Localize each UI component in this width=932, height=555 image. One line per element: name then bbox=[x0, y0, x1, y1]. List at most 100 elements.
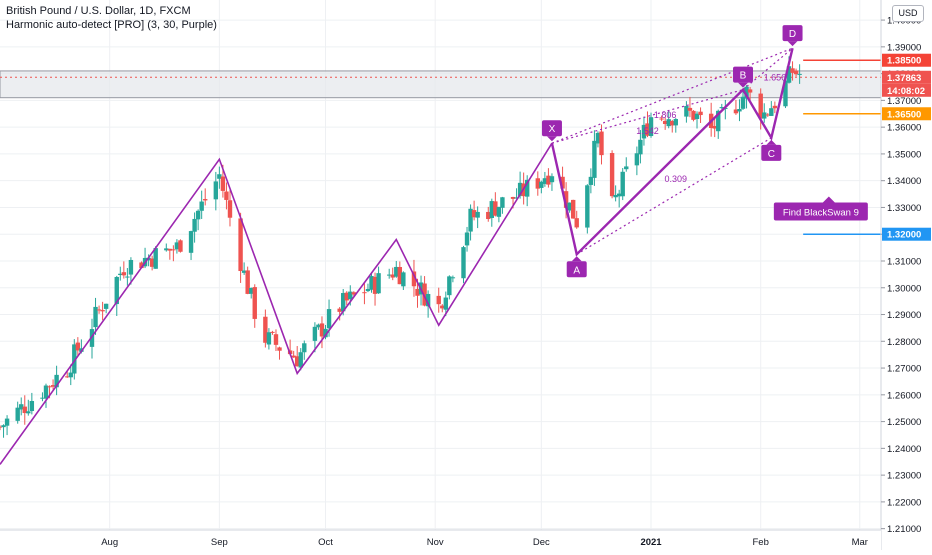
candle-body bbox=[203, 199, 208, 201]
candle-body bbox=[252, 287, 257, 319]
candle bbox=[203, 188, 208, 206]
candle-body bbox=[634, 153, 640, 166]
candle-body bbox=[43, 385, 49, 399]
level-axis-label: 1.32000 bbox=[882, 227, 931, 241]
candle-body bbox=[542, 178, 548, 184]
candle bbox=[75, 337, 81, 356]
candle bbox=[570, 199, 576, 219]
candle bbox=[422, 276, 427, 307]
axis-label-bg bbox=[882, 70, 931, 84]
candle bbox=[464, 226, 470, 252]
candle-body bbox=[376, 273, 381, 294]
candle bbox=[96, 305, 102, 314]
candle-body bbox=[128, 259, 134, 275]
candle-body bbox=[171, 249, 176, 251]
candle-body bbox=[514, 197, 519, 199]
candle bbox=[691, 110, 696, 122]
candle-body bbox=[595, 132, 601, 144]
axis-label-bg bbox=[882, 107, 931, 121]
candle bbox=[103, 303, 109, 314]
candle bbox=[238, 212, 243, 283]
candle bbox=[390, 267, 395, 281]
candle-body bbox=[19, 404, 24, 410]
candle-body bbox=[93, 306, 98, 328]
candle-body bbox=[546, 175, 551, 185]
candle bbox=[153, 246, 158, 269]
candle-body bbox=[539, 181, 544, 188]
candle-body bbox=[461, 247, 466, 279]
candle-body bbox=[588, 176, 594, 185]
y-tick-label: 1.36000 bbox=[887, 123, 921, 134]
candle-body bbox=[716, 110, 721, 132]
y-tick-label: 1.31000 bbox=[887, 256, 921, 267]
candle bbox=[40, 392, 45, 402]
annotation-pointer bbox=[822, 196, 835, 203]
y-tick-label: 1.26000 bbox=[887, 390, 921, 401]
candle-body bbox=[390, 274, 395, 278]
y-tick-label: 1.37000 bbox=[887, 96, 921, 107]
candle-body bbox=[793, 70, 799, 75]
candle-body bbox=[227, 200, 233, 218]
x-tick-label: Dec bbox=[533, 537, 550, 548]
candle-body bbox=[249, 287, 254, 294]
candle-body bbox=[471, 210, 477, 218]
candle-body bbox=[266, 332, 272, 345]
currency-button[interactable]: USD bbox=[892, 5, 924, 22]
candle-body bbox=[372, 276, 378, 294]
candle-body bbox=[40, 397, 45, 399]
candle-body bbox=[22, 406, 27, 414]
candle-body bbox=[425, 293, 431, 307]
candle bbox=[372, 272, 378, 306]
candle bbox=[245, 266, 250, 295]
candle-body bbox=[670, 120, 675, 126]
candle-body bbox=[422, 283, 427, 306]
candle-body bbox=[103, 303, 109, 309]
candle-body bbox=[624, 166, 629, 170]
candle-body bbox=[397, 267, 403, 285]
candle-body bbox=[326, 309, 332, 329]
candle-body bbox=[362, 292, 367, 294]
candle-body bbox=[401, 272, 406, 287]
ratio-label: 1.806 bbox=[654, 110, 677, 120]
candle bbox=[638, 130, 643, 164]
candle-body bbox=[549, 176, 555, 183]
candle bbox=[659, 115, 664, 122]
x-tick-label: Aug bbox=[101, 537, 118, 548]
x-tick-label: Oct bbox=[318, 537, 333, 548]
candle-body bbox=[114, 276, 119, 305]
candle-body bbox=[524, 179, 530, 197]
candle bbox=[26, 399, 31, 416]
candle-body bbox=[277, 347, 282, 351]
candle bbox=[567, 202, 572, 213]
candle-body bbox=[493, 201, 498, 216]
candle bbox=[740, 88, 746, 110]
y-tick-label: 1.29000 bbox=[887, 310, 921, 321]
candle-body bbox=[666, 119, 671, 127]
candle-body bbox=[648, 117, 654, 137]
candle-body bbox=[567, 202, 572, 211]
candle bbox=[666, 110, 671, 129]
candle-body bbox=[4, 418, 10, 426]
candle bbox=[769, 101, 774, 117]
candle bbox=[114, 275, 119, 316]
candle-body bbox=[684, 106, 689, 117]
candle bbox=[496, 206, 502, 223]
candle-body bbox=[662, 120, 668, 125]
candle bbox=[641, 116, 647, 146]
candle bbox=[19, 397, 24, 416]
candle bbox=[609, 150, 615, 199]
candle bbox=[436, 287, 441, 313]
candle bbox=[167, 248, 173, 260]
candle-body bbox=[772, 105, 778, 109]
candle bbox=[493, 192, 498, 217]
axis-label-bg bbox=[882, 227, 931, 241]
candle-body bbox=[217, 174, 222, 179]
candle-body bbox=[351, 292, 357, 295]
candle bbox=[298, 348, 303, 371]
candle bbox=[376, 266, 381, 294]
candle-body bbox=[273, 334, 279, 345]
y-tick-label: 1.22000 bbox=[887, 497, 921, 508]
candle-body bbox=[783, 80, 788, 107]
candle-body bbox=[139, 262, 144, 269]
